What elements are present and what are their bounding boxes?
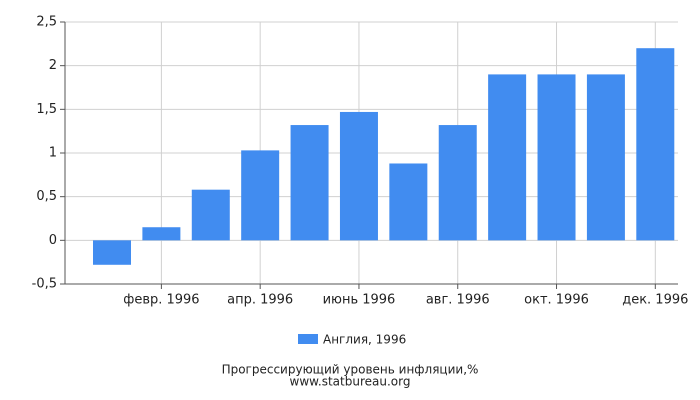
bar (586, 74, 625, 241)
legend-label: Англия, 1996 (323, 333, 406, 347)
y-tick-label: -0,5 (32, 277, 57, 292)
bar (191, 189, 230, 241)
bar (438, 125, 477, 241)
bar (636, 48, 675, 241)
bar (488, 74, 527, 241)
y-tick-label: 2,5 (36, 15, 57, 30)
chart-title: Прогрессирующий уровень инфляции,% (222, 363, 479, 377)
x-tick-label: февр. 1996 (123, 293, 199, 308)
source: www.statbureau.org (290, 375, 411, 389)
bar (142, 227, 181, 241)
bar (93, 240, 131, 265)
x-tick-label: июнь 1996 (323, 293, 396, 308)
bar (389, 163, 428, 241)
bar (339, 111, 378, 241)
bar (241, 150, 280, 241)
bar (290, 125, 329, 241)
legend-swatch (298, 334, 318, 344)
y-tick-label: 2 (49, 58, 57, 73)
y-tick-label: 0 (49, 233, 57, 248)
x-tick-label: апр. 1996 (227, 293, 293, 308)
y-tick-label: 1 (49, 146, 57, 161)
y-tick-label: 0,5 (36, 189, 57, 204)
bar (537, 74, 576, 241)
x-tick-label: окт. 1996 (524, 293, 589, 308)
y-tick-label: 1,5 (36, 102, 57, 117)
x-tick-label: авг. 1996 (426, 293, 490, 308)
x-tick-label: дек. 1996 (622, 293, 688, 308)
